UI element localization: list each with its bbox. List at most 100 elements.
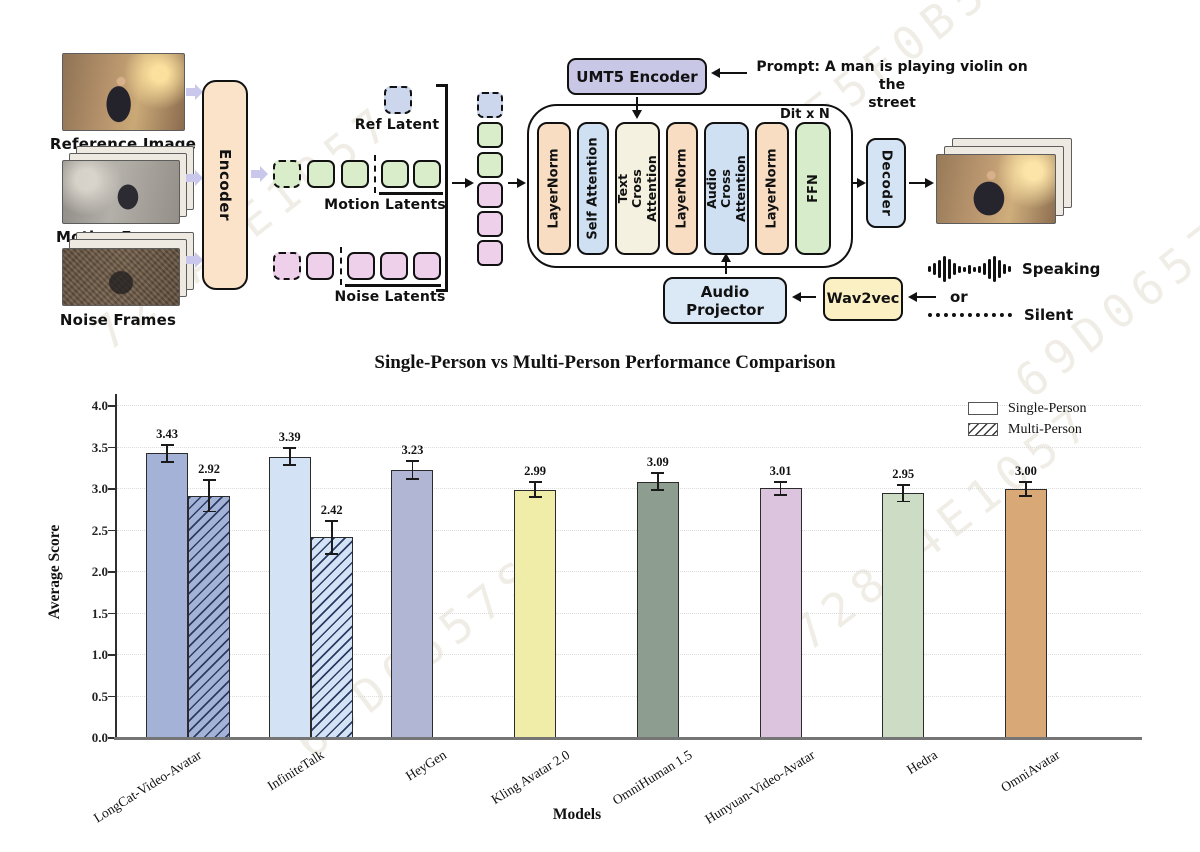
error-bar xyxy=(166,445,168,462)
or-label: or xyxy=(950,288,968,306)
dit-repeat-label: Dit x N xyxy=(780,107,830,122)
error-bar-cap xyxy=(774,480,787,483)
error-bar xyxy=(288,448,291,465)
waveform-bar xyxy=(1008,266,1011,272)
decoder-box: Decoder xyxy=(866,138,906,228)
motion-frames-photo xyxy=(62,160,180,224)
waveform-bar xyxy=(943,256,946,282)
waveform-bar xyxy=(933,263,936,275)
silent-label: Silent xyxy=(1024,306,1074,324)
y-tick-label: 1.0 xyxy=(91,647,108,662)
layernorm-block: LayerNorm xyxy=(666,122,698,255)
noise-latents-label: Noise Latents xyxy=(334,289,446,305)
bar-multi xyxy=(188,495,230,738)
error-bar xyxy=(411,460,414,480)
error-bar-cap xyxy=(896,500,910,503)
encoder-output-arrow xyxy=(251,166,268,182)
error-bar-cap xyxy=(283,447,297,450)
y-axis-spine xyxy=(115,394,117,738)
motion-latent-underline xyxy=(379,192,443,195)
waveform-bar xyxy=(973,266,976,272)
bar-value-label: 3.00 xyxy=(1014,464,1037,479)
motion-frames-photo-stack xyxy=(62,146,196,226)
wav2vec-to-projector-arrow xyxy=(792,290,816,303)
layernorm-block: LayerNorm xyxy=(537,122,571,255)
bar-single xyxy=(146,453,188,738)
x-tick-label: OmniAvatar xyxy=(998,747,1063,795)
motion-latents-label: Motion Latents xyxy=(324,197,446,213)
error-bar-cap xyxy=(774,493,787,496)
stacked-latent-token xyxy=(477,240,503,266)
stacked-latent-token xyxy=(477,152,503,178)
input-arrow xyxy=(186,84,203,100)
motion-latent-token xyxy=(341,160,369,188)
speaking-label: Speaking xyxy=(1022,260,1101,278)
ffn-block: FFN xyxy=(795,122,831,255)
error-bar-cap xyxy=(1019,494,1033,497)
bar-value-label: 2.99 xyxy=(524,464,547,479)
error-bar-cap xyxy=(202,478,216,481)
legend-entry-multi: Multi-Person xyxy=(968,419,1087,440)
chart-title: Single-Person vs Multi-Person Performanc… xyxy=(374,352,836,373)
x-axis-spine xyxy=(114,737,1142,740)
latent-group-divider xyxy=(340,247,342,285)
error-bar-cap xyxy=(528,481,542,484)
decoder-label: Decoder xyxy=(878,149,894,217)
error-bar xyxy=(656,473,659,490)
gridline xyxy=(117,446,1141,448)
error-bar-cap xyxy=(405,459,419,462)
umt5-encoder-box: UMT5 Encoder xyxy=(567,58,707,95)
stacked-latent-token xyxy=(477,211,503,237)
silent-waveform-icon xyxy=(928,313,1012,317)
noise-frames-photo-stack xyxy=(62,232,196,308)
ref-latent-label: Ref Latent xyxy=(354,117,440,133)
encoder-box: Encoder xyxy=(202,80,248,290)
x-tick-label: HeyGen xyxy=(403,747,450,784)
error-bar-cap xyxy=(528,496,542,499)
x-tick-label: Hedra xyxy=(904,747,941,778)
y-tick-mark xyxy=(108,737,115,739)
legend-swatch-single xyxy=(968,402,998,415)
latent-group-divider xyxy=(374,155,376,193)
waveform-bar xyxy=(958,265,961,273)
y-tick-label: 2.5 xyxy=(91,522,108,538)
x-tick-label: InfiniteTalk xyxy=(264,747,327,794)
motion-latent-token xyxy=(413,160,441,188)
encoder-label: Encoder xyxy=(216,149,234,221)
legend-entry-single: Single-Person xyxy=(968,398,1087,419)
error-bar xyxy=(1025,482,1027,496)
y-tick-mark xyxy=(108,488,115,490)
audio-projector-line1: Audio xyxy=(700,282,750,301)
prompt-line1: Prompt: A man is playing violin on the xyxy=(756,59,1028,94)
gridline xyxy=(117,695,1141,697)
text-cross-attention-block: Text Cross Attention xyxy=(615,122,660,255)
gridline xyxy=(117,405,1141,407)
ref-latent-token xyxy=(384,86,412,114)
wav2vec-box: Wav2vec xyxy=(823,277,903,321)
y-tick-label: 1.5 xyxy=(91,605,108,621)
waveform-bar xyxy=(1003,264,1006,274)
noise-frames-photo xyxy=(62,248,180,306)
waveform-bar xyxy=(978,265,981,273)
waveform-bar xyxy=(993,256,996,282)
input-arrow xyxy=(186,252,203,268)
error-bar-cap xyxy=(202,510,216,513)
y-tick-label: 0.5 xyxy=(91,688,108,704)
error-bar-cap xyxy=(160,444,174,446)
noise-latent-token xyxy=(380,252,408,280)
self-attention-block: Self Attention xyxy=(577,122,609,255)
x-tick-label: Kling Avatar 2.0 xyxy=(488,747,573,808)
y-tick-mark xyxy=(108,612,115,615)
layernorm-block: LayerNorm xyxy=(755,122,789,255)
waveform-bar xyxy=(953,263,956,275)
y-tick-mark xyxy=(108,654,115,656)
x-axis-label: Models xyxy=(552,806,602,823)
error-bar-cap xyxy=(896,483,910,486)
motion-latent-token xyxy=(381,160,409,188)
audio-to-wav2vec-arrow xyxy=(908,290,936,303)
waveform-bar xyxy=(938,260,941,278)
noise-latent-token xyxy=(273,252,301,280)
gridline xyxy=(117,529,1141,531)
waveform-bar xyxy=(928,266,931,272)
